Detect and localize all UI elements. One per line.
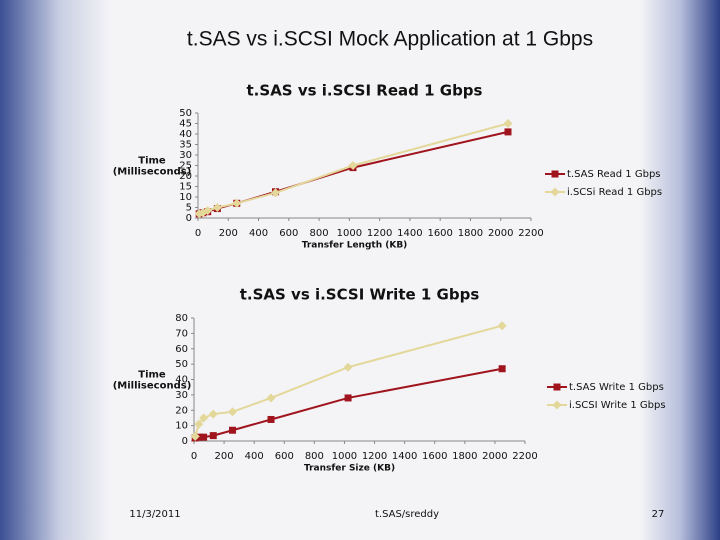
x-tick-label: 0 bbox=[191, 451, 197, 462]
marker bbox=[199, 413, 209, 423]
legend-label: i.SCSi Read 1 Gbps bbox=[567, 187, 662, 198]
marker bbox=[498, 365, 506, 373]
y-tick-label: 60 bbox=[175, 344, 188, 355]
y-tick-label: 35 bbox=[179, 140, 192, 151]
slide-title: t.SAS vs i.SCSI Mock Application at 1 Gb… bbox=[187, 28, 593, 51]
x-tick-label: 1200 bbox=[367, 228, 392, 239]
marker bbox=[267, 415, 275, 423]
y-tick-label: 40 bbox=[175, 375, 188, 386]
x-tick-label: 0 bbox=[195, 228, 201, 239]
slide-footer: t.SAS/sreddy bbox=[375, 509, 439, 520]
x-tick-label: 200 bbox=[219, 228, 238, 239]
y-tick-label: 50 bbox=[179, 108, 192, 119]
x-tick-label: 2000 bbox=[482, 451, 507, 462]
slide-date: 11/3/2011 bbox=[129, 509, 180, 520]
x-tick-label: 1600 bbox=[427, 228, 452, 239]
marker bbox=[344, 394, 352, 402]
y-axis-label: (Milliseconds) bbox=[113, 381, 192, 392]
marker bbox=[266, 393, 276, 403]
marker bbox=[232, 198, 242, 208]
y-tick-label: 10 bbox=[179, 192, 192, 203]
x-axis-label: Transfer Length (KB) bbox=[302, 241, 408, 251]
chart-title: t.SAS vs i.SCSI Write 1 Gbps bbox=[240, 286, 480, 304]
marker bbox=[343, 362, 353, 372]
legend-marker bbox=[550, 187, 560, 197]
marker bbox=[228, 407, 238, 417]
y-tick-label: 5 bbox=[186, 203, 192, 214]
x-tick-label: 800 bbox=[305, 451, 324, 462]
x-tick-label: 1400 bbox=[392, 451, 417, 462]
x-tick-label: 2000 bbox=[488, 228, 513, 239]
y-tick-label: 80 bbox=[175, 313, 188, 324]
legend-marker bbox=[551, 170, 559, 178]
y-tick-label: 30 bbox=[179, 150, 192, 161]
x-tick-label: 800 bbox=[310, 228, 329, 239]
x-tick-label: 600 bbox=[275, 451, 294, 462]
slide-page: 27 bbox=[652, 509, 665, 520]
x-tick-label: 1800 bbox=[458, 228, 483, 239]
y-tick-label: 30 bbox=[175, 390, 188, 401]
legend-marker bbox=[553, 383, 561, 391]
x-tick-label: 600 bbox=[279, 228, 298, 239]
x-tick-label: 200 bbox=[215, 451, 234, 462]
y-tick-label: 70 bbox=[175, 328, 188, 339]
marker bbox=[497, 321, 507, 331]
marker bbox=[208, 409, 218, 419]
marker bbox=[212, 203, 222, 212]
marker bbox=[270, 188, 280, 198]
legend-label: i.SCSI Write 1 Gbps bbox=[569, 400, 666, 411]
marker bbox=[203, 206, 213, 216]
legend-label: t.SAS Read 1 Gbps bbox=[567, 169, 661, 180]
x-tick-label: 1400 bbox=[397, 228, 422, 239]
y-tick-label: 0 bbox=[186, 213, 192, 224]
x-tick-label: 1200 bbox=[362, 451, 387, 462]
marker bbox=[200, 433, 208, 441]
y-tick-label: 15 bbox=[179, 182, 192, 193]
y-tick-label: 10 bbox=[175, 421, 188, 432]
x-tick-label: 1000 bbox=[332, 451, 357, 462]
y-axis-label: (Milliseconds) bbox=[113, 167, 192, 178]
x-tick-label: 1000 bbox=[337, 228, 362, 239]
x-tick-label: 400 bbox=[249, 228, 268, 239]
y-axis-label: Time bbox=[138, 370, 166, 381]
x-tick-label: 1600 bbox=[422, 451, 447, 462]
y-tick-label: 50 bbox=[175, 359, 188, 370]
x-tick-label: 2200 bbox=[518, 228, 543, 239]
y-tick-label: 20 bbox=[179, 171, 192, 182]
y-tick-label: 45 bbox=[179, 119, 192, 130]
legend-marker bbox=[552, 400, 562, 410]
marker bbox=[209, 432, 217, 440]
series-line bbox=[194, 367, 503, 439]
marker bbox=[190, 431, 200, 441]
y-axis-label: Time bbox=[138, 156, 166, 167]
series-line bbox=[194, 324, 503, 437]
y-tick-label: 0 bbox=[182, 436, 188, 447]
marker bbox=[348, 161, 358, 170]
marker bbox=[503, 119, 513, 128]
x-tick-label: 1800 bbox=[452, 451, 477, 462]
y-tick-label: 20 bbox=[175, 405, 188, 416]
marker bbox=[504, 128, 512, 136]
y-tick-label: 40 bbox=[179, 129, 192, 140]
chart-title: t.SAS vs i.SCSI Read 1 Gbps bbox=[247, 82, 483, 100]
marker bbox=[194, 419, 204, 429]
x-tick-label: 400 bbox=[245, 451, 264, 462]
legend-label: t.SAS Write 1 Gbps bbox=[569, 382, 664, 393]
x-tick-label: 2200 bbox=[512, 451, 537, 462]
x-axis-label: Transfer Size (KB) bbox=[304, 464, 395, 474]
marker bbox=[229, 426, 237, 434]
y-tick-label: 25 bbox=[179, 161, 192, 172]
